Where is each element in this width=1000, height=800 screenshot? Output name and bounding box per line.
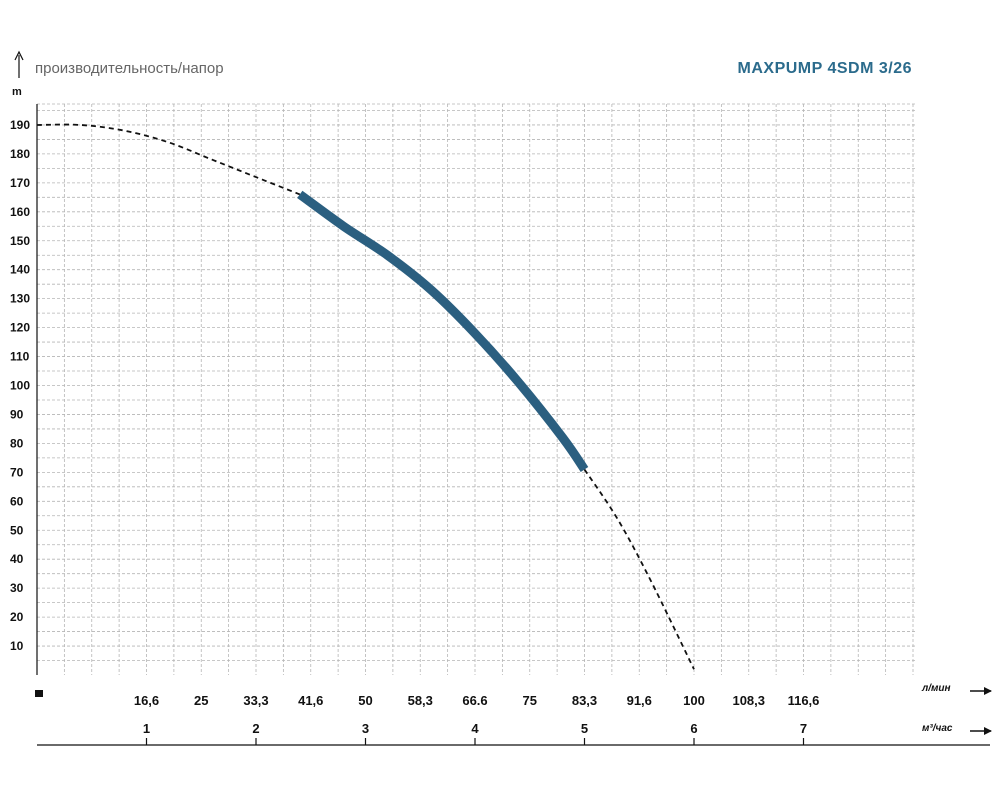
y-tick-label: 150 [10, 234, 30, 248]
y-tick-label: 160 [10, 205, 30, 219]
x-tick-label-lpm: 66.6 [462, 693, 487, 708]
x-tick-label-lpm: 116,6 [788, 693, 820, 708]
x-tick-labels: 16,6 25 33,3 41,6 50 58,3 66.6 75 83,3 91,6 100 108… [134, 693, 820, 745]
curve-operating-range [297, 190, 589, 472]
y-tick-label: 100 [10, 379, 30, 393]
y-tick-label: 20 [10, 610, 24, 624]
chart-title: MAXPUMP 4SDM 3/26 [737, 60, 912, 77]
x-tick-label-lpm: 33,3 [243, 693, 268, 708]
x-tick-label-lpm: 58,3 [408, 693, 433, 708]
y-tick-label: 170 [10, 176, 30, 190]
x-tick-label-lpm: 41,6 [298, 693, 323, 708]
x-tick-label-m3h: 7 [800, 721, 807, 736]
y-tick-label: 120 [10, 321, 30, 335]
m3-unit-label: м³/час [922, 723, 953, 734]
y-axis-unit: m [12, 86, 22, 98]
x-tick-label-lpm: 83,3 [572, 693, 597, 708]
x-tick-label-m3h: 5 [581, 721, 588, 736]
y-tick-label: 40 [10, 552, 24, 566]
y-tick-label: 60 [10, 494, 24, 508]
performance-curve [36, 123, 695, 670]
lpm-arrow-head [984, 687, 992, 695]
x-tick-label-lpm: 75 [523, 693, 537, 708]
y-axis-label: производительность/напор [35, 60, 224, 77]
y-tick-label: 80 [10, 436, 24, 450]
x-tick-label-m3h: 6 [690, 721, 697, 736]
x-tick-label-m3h: 1 [143, 721, 150, 736]
x-tick-label-lpm: 25 [194, 693, 208, 708]
m3-arrow-head [984, 727, 992, 735]
x-tick-label-lpm: 50 [358, 693, 372, 708]
curve-extended-range [36, 123, 301, 196]
x-tick-label-lpm: 108,3 [732, 693, 765, 708]
x-tick-label-lpm: 91,6 [627, 693, 652, 708]
y-tick-label: 70 [10, 465, 24, 479]
x-tick-label-lpm: 16,6 [134, 693, 159, 708]
y-tick-label: 180 [10, 147, 30, 161]
y-tick-label: 10 [10, 639, 24, 653]
y-tick-label: 50 [10, 523, 24, 537]
grid [37, 103, 915, 675]
y-tick-label: 30 [10, 581, 24, 595]
x-tick-label-m3h: 3 [362, 721, 369, 736]
y-tick-label: 130 [10, 292, 30, 306]
x-tick-label-m3h: 4 [471, 721, 479, 736]
lpm-marker [35, 690, 43, 697]
y-tick-label: 140 [10, 263, 30, 277]
x-tick-label-m3h: 2 [252, 721, 259, 736]
y-tick-labels: 10 20 30 40 50 60 70 80 90 100 110 120 130 140 150 160 1… [10, 118, 30, 653]
y-tick-label: 190 [10, 118, 30, 132]
y-tick-label: 110 [10, 350, 30, 364]
curve-extended-range [583, 468, 695, 670]
axes [14, 50, 992, 746]
y-axis-arrow-head [14, 50, 24, 61]
lpm-unit-label: л/мин [922, 683, 951, 694]
x-tick-label-lpm: 100 [683, 693, 705, 708]
y-tick-label: 90 [10, 407, 24, 421]
